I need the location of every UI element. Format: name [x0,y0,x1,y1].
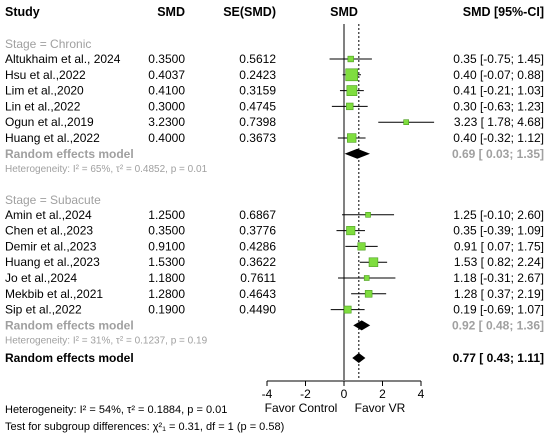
study-name: Sip et al.,2022 [5,303,82,317]
study-se: 0.2423 [239,68,276,82]
overall-heterogeneity: Heterogeneity: I² = 54%, τ² = 0.1884, p … [5,404,227,416]
study-ci-text: 1.28 [ 0.37; 2.19] [454,287,544,301]
study-se: 0.4490 [239,303,276,317]
study-ci-text: 1.18 [-0.31; 2.67] [453,271,544,285]
study-name: Lim et al.,2020 [5,84,84,98]
header-ci: SMD [95%-CI] [463,5,544,19]
header-study: Study [5,5,40,19]
study-box [345,68,359,82]
study-name: Jo et al.,2024 [5,271,77,285]
study-name: Demir et al.,2023 [5,239,97,253]
subgroup-model-ci-text: 0.69 [ 0.03; 1.35] [452,147,544,161]
study-ci-text: 0.19 [-0.69; 1.07] [453,303,544,317]
x-tick-label: 0 [341,387,348,401]
study-se: 0.3776 [239,224,276,238]
x-tick-label: 2 [379,387,386,401]
study-ci-text: 0.40 [-0.32; 1.12] [453,131,544,145]
study-smd: 0.4100 [148,84,185,98]
study-ci-text: 0.35 [-0.75; 1.45] [453,52,544,66]
study-box [364,290,373,298]
study-name: Hsu et al.,2022 [5,68,86,82]
study-smd: 0.1900 [148,303,185,317]
study-se: 0.3159 [239,84,276,98]
x-tick-label: -4 [262,387,273,401]
subgroup-diamond [353,320,371,331]
study-smd: 0.4000 [148,131,185,145]
subgroup-model-label: Random effects model [5,147,134,161]
study-se: 0.4286 [239,239,276,253]
favor-control-label: Favor Control [265,401,338,415]
subgroup-difference-test: Test for subgroup differences: χ²₁ = 0.3… [5,421,284,433]
overall-model-ci-text: 0.77 [ 0.43; 1.11] [453,351,544,365]
study-smd: 1.1800 [148,271,185,285]
subgroup-diamond [344,148,370,159]
study-name: Amin et al.,2024 [5,208,92,222]
x-tick-label: 4 [418,387,425,401]
study-se: 0.3673 [239,131,276,145]
subgroup-label: Stage = Chronic [5,37,91,51]
study-se: 0.4643 [239,287,276,301]
study-smd: 1.5300 [148,255,185,269]
study-ci-text: 0.35 [-0.39; 1.09] [453,224,544,238]
study-name: Huang et al.,2022 [5,131,100,145]
study-box [343,305,352,314]
header-smd: SMD [157,5,185,19]
study-name: Altukhaim et al., 2024 [5,52,121,66]
study-box [365,212,371,218]
study-se: 0.5612 [239,52,276,66]
study-name: Mekbib et al.,2021 [5,287,103,301]
study-box [357,242,366,251]
overall-model-label: Random effects model [5,351,134,365]
x-axis: -4 -2 0 2 4 [262,380,425,401]
study-smd: 0.4037 [148,68,185,82]
study-box [346,85,358,96]
study-smd: 1.2800 [148,287,185,301]
study-se: 0.7398 [239,115,276,129]
study-smd: 1.2500 [148,208,185,222]
study-name: Huang et al.,2023 [5,255,100,269]
subgroup-label: Stage = Subacute [5,193,101,207]
study-box [368,257,379,267]
study-se: 0.3622 [239,255,276,269]
study-ci-text: 0.40 [-0.07; 0.88] [453,68,544,82]
study-box [346,102,354,111]
study-ci-text: 0.91 [ 0.07; 1.75] [454,239,544,253]
overall-diamond [352,353,366,363]
study-box [347,133,357,143]
header-se: SE(SMD) [223,5,276,19]
study-ci-text: 3.23 [ 1.78; 4.68] [454,115,544,129]
subgroup-model-ci-text: 0.92 [ 0.48; 1.36] [452,318,544,332]
study-smd: 0.3500 [148,52,185,66]
x-tick-label: -2 [300,387,311,401]
study-smd: 0.3000 [148,99,185,113]
study-se: 0.6867 [239,208,276,222]
study-name: Lin et al.,2022 [5,99,81,113]
study-box [403,119,409,125]
study-ci-text: 1.53 [ 0.82; 2.24] [454,255,544,269]
study-smd: 3.2300 [148,115,185,129]
study-box [363,275,370,281]
study-box [347,55,354,63]
study-name: Ogun et al.,2019 [5,115,94,129]
study-se: 0.7611 [240,271,276,285]
study-smd: 0.3500 [148,224,185,238]
study-ci-text: 0.41 [-0.21; 1.03] [453,84,544,98]
subgroup-heterogeneity: Heterogeneity: I² = 65%, τ² = 0.4852, p … [5,164,208,175]
study-ci-text: 0.30 [-0.63; 1.23] [453,99,544,113]
study-se: 0.4745 [239,99,276,113]
study-box [346,226,356,236]
header-plot: SMD [330,5,358,19]
subgroup-heterogeneity: Heterogeneity: I² = 31%, τ² = 0.1237, p … [5,335,208,346]
subgroup-model-label: Random effects model [5,318,134,332]
study-ci-text: 1.25 [-0.10; 2.60] [453,208,544,222]
study-name: Chen et al.,2023 [5,224,93,238]
favor-vr-label: Favor VR [355,401,406,415]
study-smd: 0.9100 [148,239,185,253]
